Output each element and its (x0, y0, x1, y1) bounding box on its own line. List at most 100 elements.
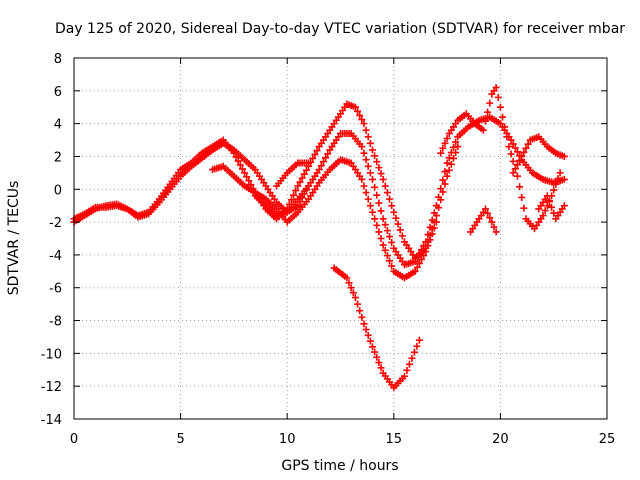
data-point (443, 172, 451, 180)
data-point (445, 154, 453, 162)
series-track-i (509, 133, 568, 177)
data-point (420, 252, 428, 260)
data-point (403, 366, 411, 374)
data-point (349, 289, 357, 297)
y-tick-label: 8 (54, 52, 62, 67)
data-point (388, 238, 396, 246)
data-point (371, 348, 379, 356)
x-tick-label: 25 (599, 432, 616, 447)
data-point (411, 267, 419, 275)
data-point (379, 241, 387, 249)
data-point (373, 221, 381, 229)
data-point (550, 186, 558, 194)
data-point (554, 175, 562, 183)
series-track-g (437, 84, 564, 233)
data-point (371, 215, 379, 223)
data-point (377, 364, 385, 372)
data-point (503, 133, 511, 141)
y-tick-label: 2 (54, 150, 62, 165)
data-point (243, 173, 251, 181)
data-point (430, 224, 438, 232)
x-tick-label: 10 (279, 432, 296, 447)
series-track-e (273, 159, 313, 190)
data-point (294, 182, 302, 190)
series-track-a (70, 100, 462, 262)
data-point (398, 232, 406, 240)
data-point (488, 218, 496, 226)
data-point (443, 159, 451, 167)
data-point (300, 170, 308, 178)
data-point (490, 223, 498, 231)
data-point (492, 228, 500, 236)
data-point (441, 180, 449, 188)
data-point (422, 248, 430, 256)
data-point (509, 169, 517, 177)
data-point (539, 212, 547, 220)
data-point (447, 160, 455, 168)
data-point (511, 165, 519, 173)
data-point (552, 180, 560, 188)
data-point (560, 175, 568, 183)
data-point (486, 214, 494, 222)
data-point (319, 158, 327, 166)
data-point (511, 144, 519, 152)
data-point (375, 164, 383, 172)
data-point (379, 215, 387, 223)
x-axis-label: GPS time / hours (281, 458, 398, 474)
data-point (418, 246, 426, 254)
data-point (381, 182, 389, 190)
series-track-f (330, 264, 423, 392)
data-point (322, 154, 330, 162)
data-point (437, 185, 445, 193)
data-point (364, 133, 372, 141)
data-point (492, 84, 500, 92)
data-point (360, 120, 368, 128)
data-point (499, 113, 507, 121)
data-point (305, 159, 313, 167)
data-point (358, 143, 366, 151)
axis-ticks: 0 5 10 15 20 25 -14 -12 -10 -8 -6 -4 -2 0 2 4 6 8 (41, 52, 616, 447)
data-point (545, 198, 553, 206)
data-point (411, 257, 419, 265)
data-point (432, 218, 440, 226)
y-tick-label: 6 (54, 85, 62, 100)
data-point (418, 256, 426, 264)
data-point (315, 166, 323, 174)
data-point (560, 202, 568, 210)
data-point (371, 183, 379, 191)
data-point (317, 162, 325, 170)
x-tick-label: 15 (386, 432, 403, 447)
data-point (435, 193, 443, 201)
data-point (386, 195, 394, 203)
data-point (292, 187, 300, 195)
data-point (345, 279, 353, 287)
series-track-j (535, 192, 568, 223)
data-point (360, 182, 368, 190)
y-tick-label: -2 (49, 216, 62, 231)
data-point (298, 174, 306, 182)
data-point (373, 191, 381, 199)
data-point (432, 202, 440, 210)
data-point (513, 161, 521, 169)
data-point (501, 123, 509, 131)
data-point (484, 108, 492, 116)
data-point (375, 228, 383, 236)
data-point (394, 220, 402, 228)
data-point (548, 203, 556, 211)
data-point (358, 116, 366, 124)
data-point (245, 177, 253, 185)
data-point (509, 140, 517, 148)
data-point (543, 202, 551, 210)
data-point (362, 326, 370, 334)
data-point (290, 191, 298, 199)
data-point (507, 150, 515, 158)
y-tick-label: -4 (49, 249, 62, 264)
data-point (396, 226, 404, 234)
data-point (386, 233, 394, 241)
data-point (400, 372, 408, 380)
data-point (496, 103, 504, 111)
data-point (302, 166, 310, 174)
data-point (437, 149, 445, 157)
data-point (430, 209, 438, 217)
